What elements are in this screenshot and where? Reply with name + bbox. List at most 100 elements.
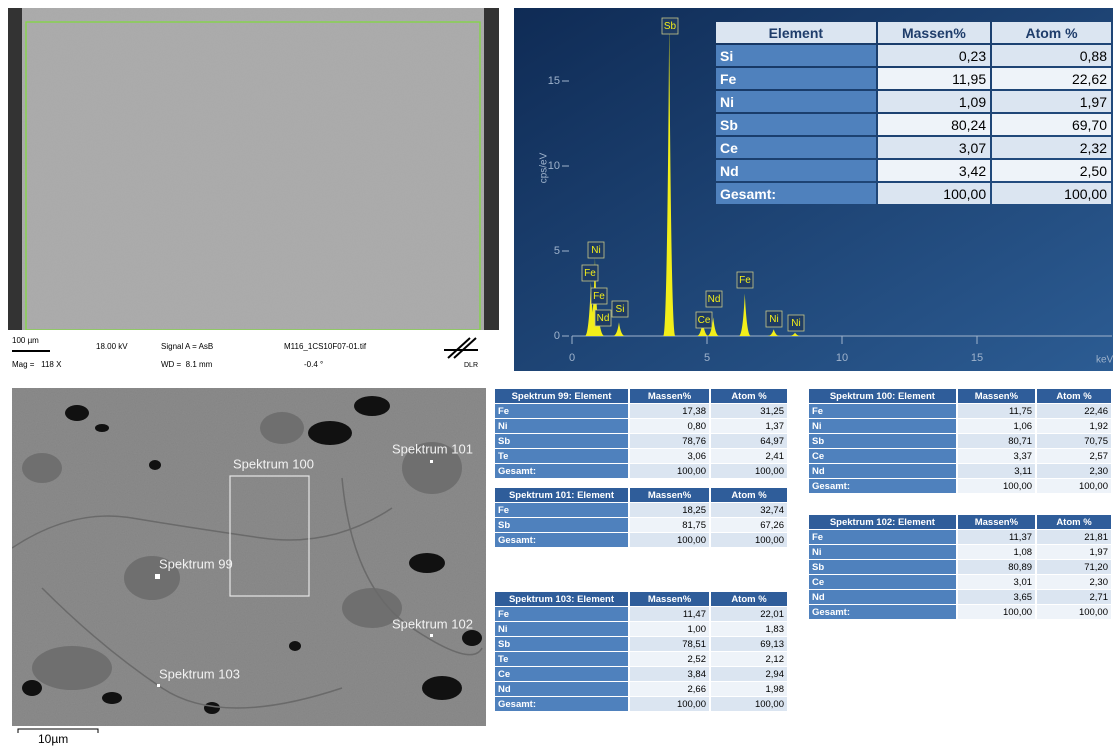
table-cell: 1,08 [958, 545, 1035, 559]
table-cell: Sb [495, 518, 628, 532]
table-cell: 18,25 [630, 503, 709, 517]
table-cell: Gesamt: [495, 464, 628, 478]
table-cell: Si [716, 45, 876, 66]
file: M116_1CS10F07-01.tif [284, 342, 367, 351]
table-header: Spektrum 101: Element [495, 488, 628, 502]
table-cell: Fe [716, 68, 876, 89]
table-header: Massen% [878, 22, 990, 43]
x-tick-label: 15 [971, 352, 983, 364]
table-cell: 81,75 [630, 518, 709, 532]
kv: 18.00 kV [96, 342, 128, 351]
table-header: Atom % [1037, 515, 1111, 529]
table-cell: Fe [495, 404, 628, 418]
table-cell: 2,30 [1037, 575, 1111, 589]
table-cell: 11,75 [958, 404, 1035, 418]
table-cell: 100,00 [630, 697, 709, 711]
table-header: Atom % [992, 22, 1111, 43]
table-cell: 1,00 [630, 622, 709, 636]
table-cell: Ce [495, 667, 628, 681]
table-cell: 100,00 [711, 697, 787, 711]
table-cell: 0,23 [878, 45, 990, 66]
table-cell: 78,76 [630, 434, 709, 448]
table-cell: 1,97 [992, 91, 1111, 112]
table-cell: Ni [809, 545, 956, 559]
table-cell: Sb [809, 434, 956, 448]
table-header: Spektrum 99: Element [495, 389, 628, 403]
x-tick-label: 10 [836, 352, 848, 364]
spectrum-label: Spektrum 102 [392, 616, 473, 631]
table-header: Massen% [630, 592, 709, 606]
table-cell: 100,00 [958, 605, 1035, 619]
table-cell: 100,00 [878, 183, 990, 204]
table-cell: 100,00 [992, 183, 1111, 204]
table-cell: 2,52 [630, 652, 709, 666]
peak-label: Ni [791, 318, 800, 329]
table-cell: Ni [809, 419, 956, 433]
spectrum-label: Spektrum 100 [233, 456, 314, 471]
table-cell: 69,70 [992, 114, 1111, 135]
table-cell: Ni [495, 419, 628, 433]
table-cell: 71,20 [1037, 560, 1111, 574]
table-cell: Sb [495, 434, 628, 448]
table-cell: 1,98 [711, 682, 787, 696]
table-cell: Fe [495, 607, 628, 621]
table-cell: Ce [809, 575, 956, 589]
mag: Mag = 118 X [12, 360, 62, 369]
table-cell: 17,38 [630, 404, 709, 418]
table-cell: 11,47 [630, 607, 709, 621]
table-cell: 100,00 [1037, 605, 1111, 619]
table-cell: Fe [809, 404, 956, 418]
table-header: Massen% [958, 515, 1035, 529]
table-cell: Ce [716, 137, 876, 158]
y-tick-label: 10 [548, 160, 560, 172]
table-cell: 2,50 [992, 160, 1111, 181]
table-header: Spektrum 103: Element [495, 592, 628, 606]
table-cell: Sb [495, 637, 628, 651]
table-cell: 11,95 [878, 68, 990, 89]
table-cell: 2,12 [711, 652, 787, 666]
peak-label: Sb [664, 21, 677, 32]
table-header: Atom % [711, 389, 787, 403]
table-cell: 11,37 [958, 530, 1035, 544]
wd: WD = 8.1 mm [161, 360, 213, 369]
table-cell: Nd [495, 682, 628, 696]
table-cell: 32,74 [711, 503, 787, 517]
peak-label: Fe [584, 268, 596, 279]
table-header: Massen% [630, 488, 709, 502]
tilt: -0.4 ° [304, 360, 323, 369]
table-cell: 1,37 [711, 419, 787, 433]
table-cell: Fe [809, 530, 956, 544]
table-cell: 0,88 [992, 45, 1111, 66]
table-cell: Nd [716, 160, 876, 181]
table-header: Atom % [711, 488, 787, 502]
page: {"sem_top":{"scale":"100 µm","kv":"18.00… [0, 0, 1113, 747]
y-tick-label: 0 [554, 330, 560, 342]
table-cell: 2,71 [1037, 590, 1111, 604]
table-cell: 22,01 [711, 607, 787, 621]
table-cell: 3,65 [958, 590, 1035, 604]
table-cell: Ni [495, 622, 628, 636]
table-cell: 2,94 [711, 667, 787, 681]
table-header: Massen% [630, 389, 709, 403]
table-cell: Te [495, 652, 628, 666]
scale-label: 10µm [38, 732, 68, 746]
table-cell: 2,57 [1037, 449, 1111, 463]
table-cell: Sb [716, 114, 876, 135]
table-cell: 2,30 [1037, 464, 1111, 478]
table-cell: 100,00 [958, 479, 1035, 493]
x-axis-label: keV [1096, 355, 1113, 366]
table-cell: Fe [495, 503, 628, 517]
scale-label: 100 µm [12, 336, 39, 345]
table-cell: 1,83 [711, 622, 787, 636]
table-cell: 100,00 [711, 464, 787, 478]
table-cell: 2,41 [711, 449, 787, 463]
table-cell: 3,37 [958, 449, 1035, 463]
table-cell: 78,51 [630, 637, 709, 651]
table-cell: 22,46 [1037, 404, 1111, 418]
table-header: Element [716, 22, 876, 43]
table-header: Massen% [958, 389, 1035, 403]
table-cell: 100,00 [1037, 479, 1111, 493]
table-cell: 100,00 [630, 533, 709, 547]
